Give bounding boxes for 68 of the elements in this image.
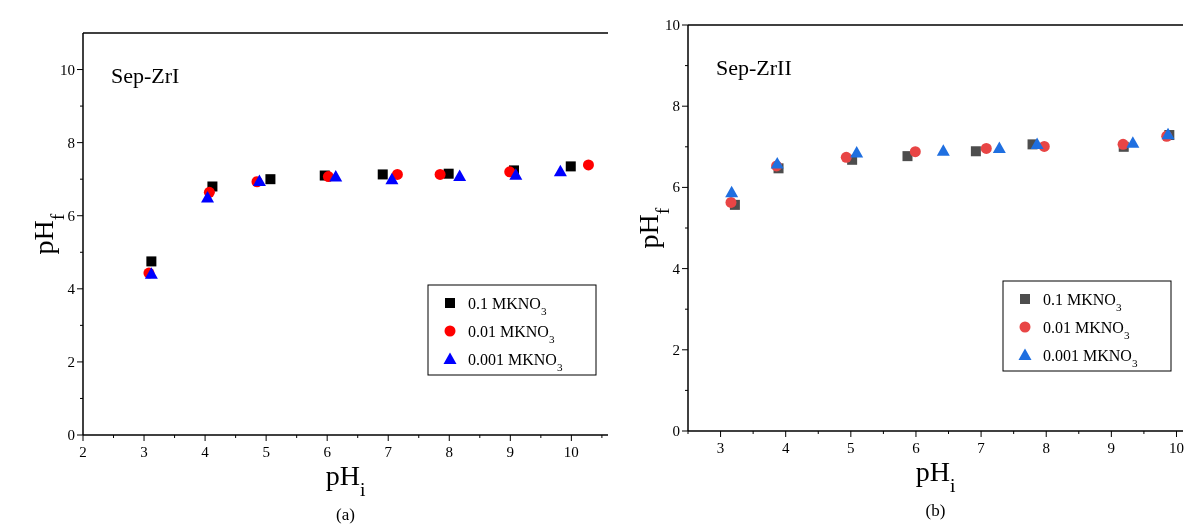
point bbox=[565, 161, 576, 172]
x-tick-label: 9 bbox=[506, 444, 515, 460]
y-tick-label: 0 bbox=[672, 423, 680, 439]
x-tick-label: 5 bbox=[262, 444, 270, 460]
point bbox=[840, 151, 852, 163]
legend-label: 0.001 MKNO$_{3}$ bbox=[468, 351, 563, 373]
y-tick-label: 8 bbox=[67, 134, 75, 151]
y-tick-label: 4 bbox=[67, 280, 76, 297]
point bbox=[553, 164, 567, 177]
point bbox=[265, 174, 276, 185]
point bbox=[201, 190, 215, 203]
x-axis-title: pH$_{i}$ bbox=[325, 460, 366, 500]
x-tick-label: 4 bbox=[781, 440, 790, 456]
legend-label: 0.1 MKNO$_{3}$ bbox=[1043, 291, 1122, 313]
point bbox=[509, 168, 523, 180]
point bbox=[146, 256, 157, 267]
text: (b) bbox=[925, 501, 946, 520]
point bbox=[385, 172, 399, 185]
legend-label: 0.1 MKNO$_{3}$ bbox=[468, 295, 547, 317]
x-tick-label: 4 bbox=[201, 444, 210, 460]
y-tick-label: 2 bbox=[672, 341, 680, 358]
point bbox=[725, 185, 739, 198]
x-tick-label: 10 bbox=[1168, 440, 1184, 456]
point bbox=[1030, 137, 1044, 149]
point bbox=[992, 141, 1006, 154]
y-tick-label: 10 bbox=[665, 17, 680, 33]
point bbox=[970, 146, 981, 157]
point bbox=[453, 169, 467, 181]
x-tick-label: 8 bbox=[1042, 440, 1050, 456]
legend-label: 0.001 MKNO$_{3}$ bbox=[1043, 347, 1138, 369]
point bbox=[770, 156, 784, 169]
point bbox=[329, 170, 343, 182]
point bbox=[909, 146, 921, 158]
y-tick-label: 8 bbox=[672, 98, 680, 115]
y-tick-label: 0 bbox=[67, 427, 75, 443]
legend-label: 0.01 MKNO$_{3}$ bbox=[468, 323, 555, 345]
x-tick-label: 8 bbox=[445, 444, 454, 460]
x-tick-label: 3 bbox=[140, 444, 148, 460]
point bbox=[725, 196, 737, 208]
x-tick-label: 10 bbox=[563, 444, 579, 460]
point bbox=[1126, 136, 1140, 148]
y-tick-label: 6 bbox=[672, 179, 681, 196]
x-tick-label: 7 bbox=[384, 444, 393, 460]
x-axis-title: pH$_{i}$ bbox=[915, 456, 956, 496]
point bbox=[980, 142, 992, 154]
point bbox=[443, 168, 454, 179]
x-tick-label: 5 bbox=[847, 440, 855, 456]
annotation: Sep-ZrII bbox=[716, 55, 792, 80]
point bbox=[936, 144, 950, 156]
y-tick-label: 10 bbox=[60, 61, 75, 78]
annotation: Sep-ZrI bbox=[111, 63, 180, 88]
point bbox=[850, 145, 864, 158]
x-tick-label: 7 bbox=[977, 440, 986, 456]
y-tick-label: 2 bbox=[67, 353, 75, 370]
y-tick-label: 4 bbox=[672, 260, 681, 277]
y-tick-label: 6 bbox=[67, 207, 76, 224]
x-tick-label: 3 bbox=[716, 440, 725, 456]
point bbox=[582, 159, 594, 171]
point bbox=[391, 168, 403, 180]
legend-label: 0.01 MKNO$_{3}$ bbox=[1043, 319, 1130, 341]
x-tick-label: 2 bbox=[79, 444, 87, 460]
text: (a) bbox=[336, 505, 355, 524]
x-tick-label: 6 bbox=[912, 440, 921, 456]
point bbox=[434, 168, 446, 180]
x-tick-label: 9 bbox=[1107, 440, 1116, 456]
point bbox=[902, 151, 913, 162]
x-tick-label: 6 bbox=[323, 444, 332, 460]
point bbox=[377, 169, 388, 180]
